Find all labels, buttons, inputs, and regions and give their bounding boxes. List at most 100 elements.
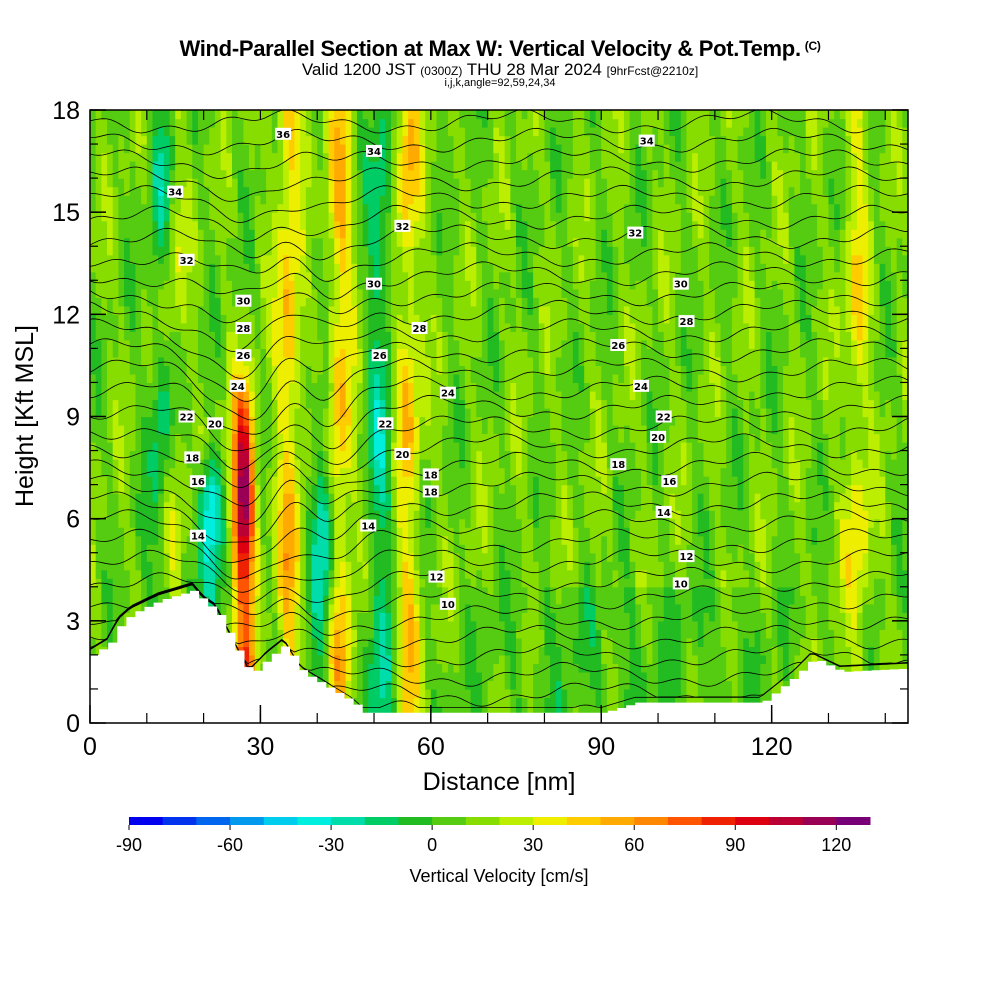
velocity-cell: [243, 229, 250, 239]
velocity-cell: [408, 212, 415, 222]
velocity-cell: [362, 229, 369, 239]
velocity-cell: [442, 356, 449, 367]
velocity-cell: [305, 595, 313, 605]
velocity-cell: [362, 382, 369, 392]
velocity-cell: [391, 578, 398, 588]
velocity-cell: [112, 229, 119, 239]
velocity-cell: [368, 578, 375, 588]
velocity-cell: [464, 322, 472, 332]
velocity-cell: [322, 527, 330, 537]
velocity-cell: [334, 663, 341, 673]
velocity-cell: [112, 425, 119, 435]
velocity-cell: [232, 527, 239, 537]
velocity-cell: [101, 586, 108, 596]
velocity-cell: [277, 229, 284, 239]
velocity-cell: [226, 407, 233, 418]
velocity-cell: [476, 288, 483, 298]
velocity-cell: [476, 110, 483, 120]
velocity-cell: [311, 271, 318, 281]
velocity-cell: [317, 390, 324, 401]
velocity-cell: [95, 229, 102, 239]
velocity-cell: [436, 152, 443, 162]
velocity-cell: [294, 450, 301, 460]
velocity-cell: [368, 339, 375, 349]
velocity-cell: [419, 169, 426, 179]
velocity-cell: [459, 161, 466, 171]
velocity-cell: [129, 246, 137, 256]
velocity-cell: [169, 501, 176, 511]
velocity-cell: [345, 322, 352, 332]
velocity-cell: [317, 237, 324, 247]
velocity-cell: [385, 671, 392, 682]
velocity-cell: [271, 297, 279, 307]
velocity-cell: [396, 552, 404, 562]
velocity-cell: [169, 288, 176, 298]
velocity-cell: [436, 603, 443, 613]
velocity-cell: [334, 433, 341, 443]
velocity-cell: [249, 356, 256, 367]
velocity-cell: [413, 561, 421, 571]
velocity-cell: [311, 586, 318, 596]
velocity-cell: [464, 178, 472, 188]
velocity-cell: [368, 373, 375, 384]
velocity-cell: [243, 382, 250, 392]
velocity-cell: [180, 280, 188, 290]
velocity-cell: [464, 595, 472, 605]
velocity-cell: [374, 186, 381, 196]
velocity-cell: [180, 331, 188, 341]
velocity-cell: [277, 578, 284, 588]
velocity-cell: [311, 314, 318, 324]
velocity-cell: [436, 459, 443, 469]
velocity-cell: [476, 152, 483, 162]
velocity-cell: [374, 110, 381, 120]
velocity-cell: [374, 527, 381, 537]
velocity-cell: [180, 271, 188, 281]
velocity-cell: [141, 263, 148, 273]
velocity-cell: [419, 442, 426, 452]
velocity-cell: [334, 450, 341, 460]
velocity-cell: [396, 569, 404, 579]
velocity-cell: [152, 561, 159, 571]
velocity-cell: [322, 127, 330, 137]
velocity-cell: [379, 442, 386, 452]
velocity-cell: [311, 433, 318, 443]
velocity-cell: [220, 433, 227, 443]
velocity-cell: [249, 118, 256, 128]
velocity-cell: [209, 212, 216, 222]
velocity-cell: [90, 425, 97, 435]
velocity-cell: [277, 382, 284, 392]
velocity-cell: [129, 144, 137, 154]
velocity-cell: [402, 144, 409, 154]
velocity-cell: [362, 178, 369, 188]
velocity-cell: [158, 442, 165, 452]
velocity-cell: [146, 135, 154, 145]
velocity-cell: [249, 416, 256, 426]
velocity-cell: [90, 578, 97, 588]
velocity-cell: [379, 339, 386, 349]
velocity-cell: [226, 373, 233, 384]
velocity-cell: [209, 459, 216, 469]
velocity-cell: [300, 450, 307, 460]
velocity-cell: [226, 518, 233, 528]
velocity-cell: [396, 603, 404, 613]
velocity-cell: [107, 603, 114, 613]
velocity-cell: [334, 135, 341, 145]
velocity-cell: [243, 425, 250, 435]
velocity-cell: [192, 501, 199, 511]
velocity-cell: [271, 552, 279, 562]
velocity-cell: [249, 178, 256, 188]
velocity-cell: [408, 569, 415, 579]
velocity-cell: [356, 637, 364, 647]
velocity-cell: [442, 118, 449, 128]
velocity-cell: [413, 442, 421, 452]
velocity-cell: [396, 476, 404, 486]
velocity-cell: [328, 203, 335, 213]
velocity-cell: [402, 246, 409, 256]
velocity-cell: [254, 305, 262, 315]
velocity-cell: [294, 382, 301, 392]
velocity-cell: [107, 416, 114, 426]
velocity-cell: [402, 348, 409, 358]
velocity-cell: [118, 339, 125, 349]
velocity-cell: [311, 663, 318, 673]
